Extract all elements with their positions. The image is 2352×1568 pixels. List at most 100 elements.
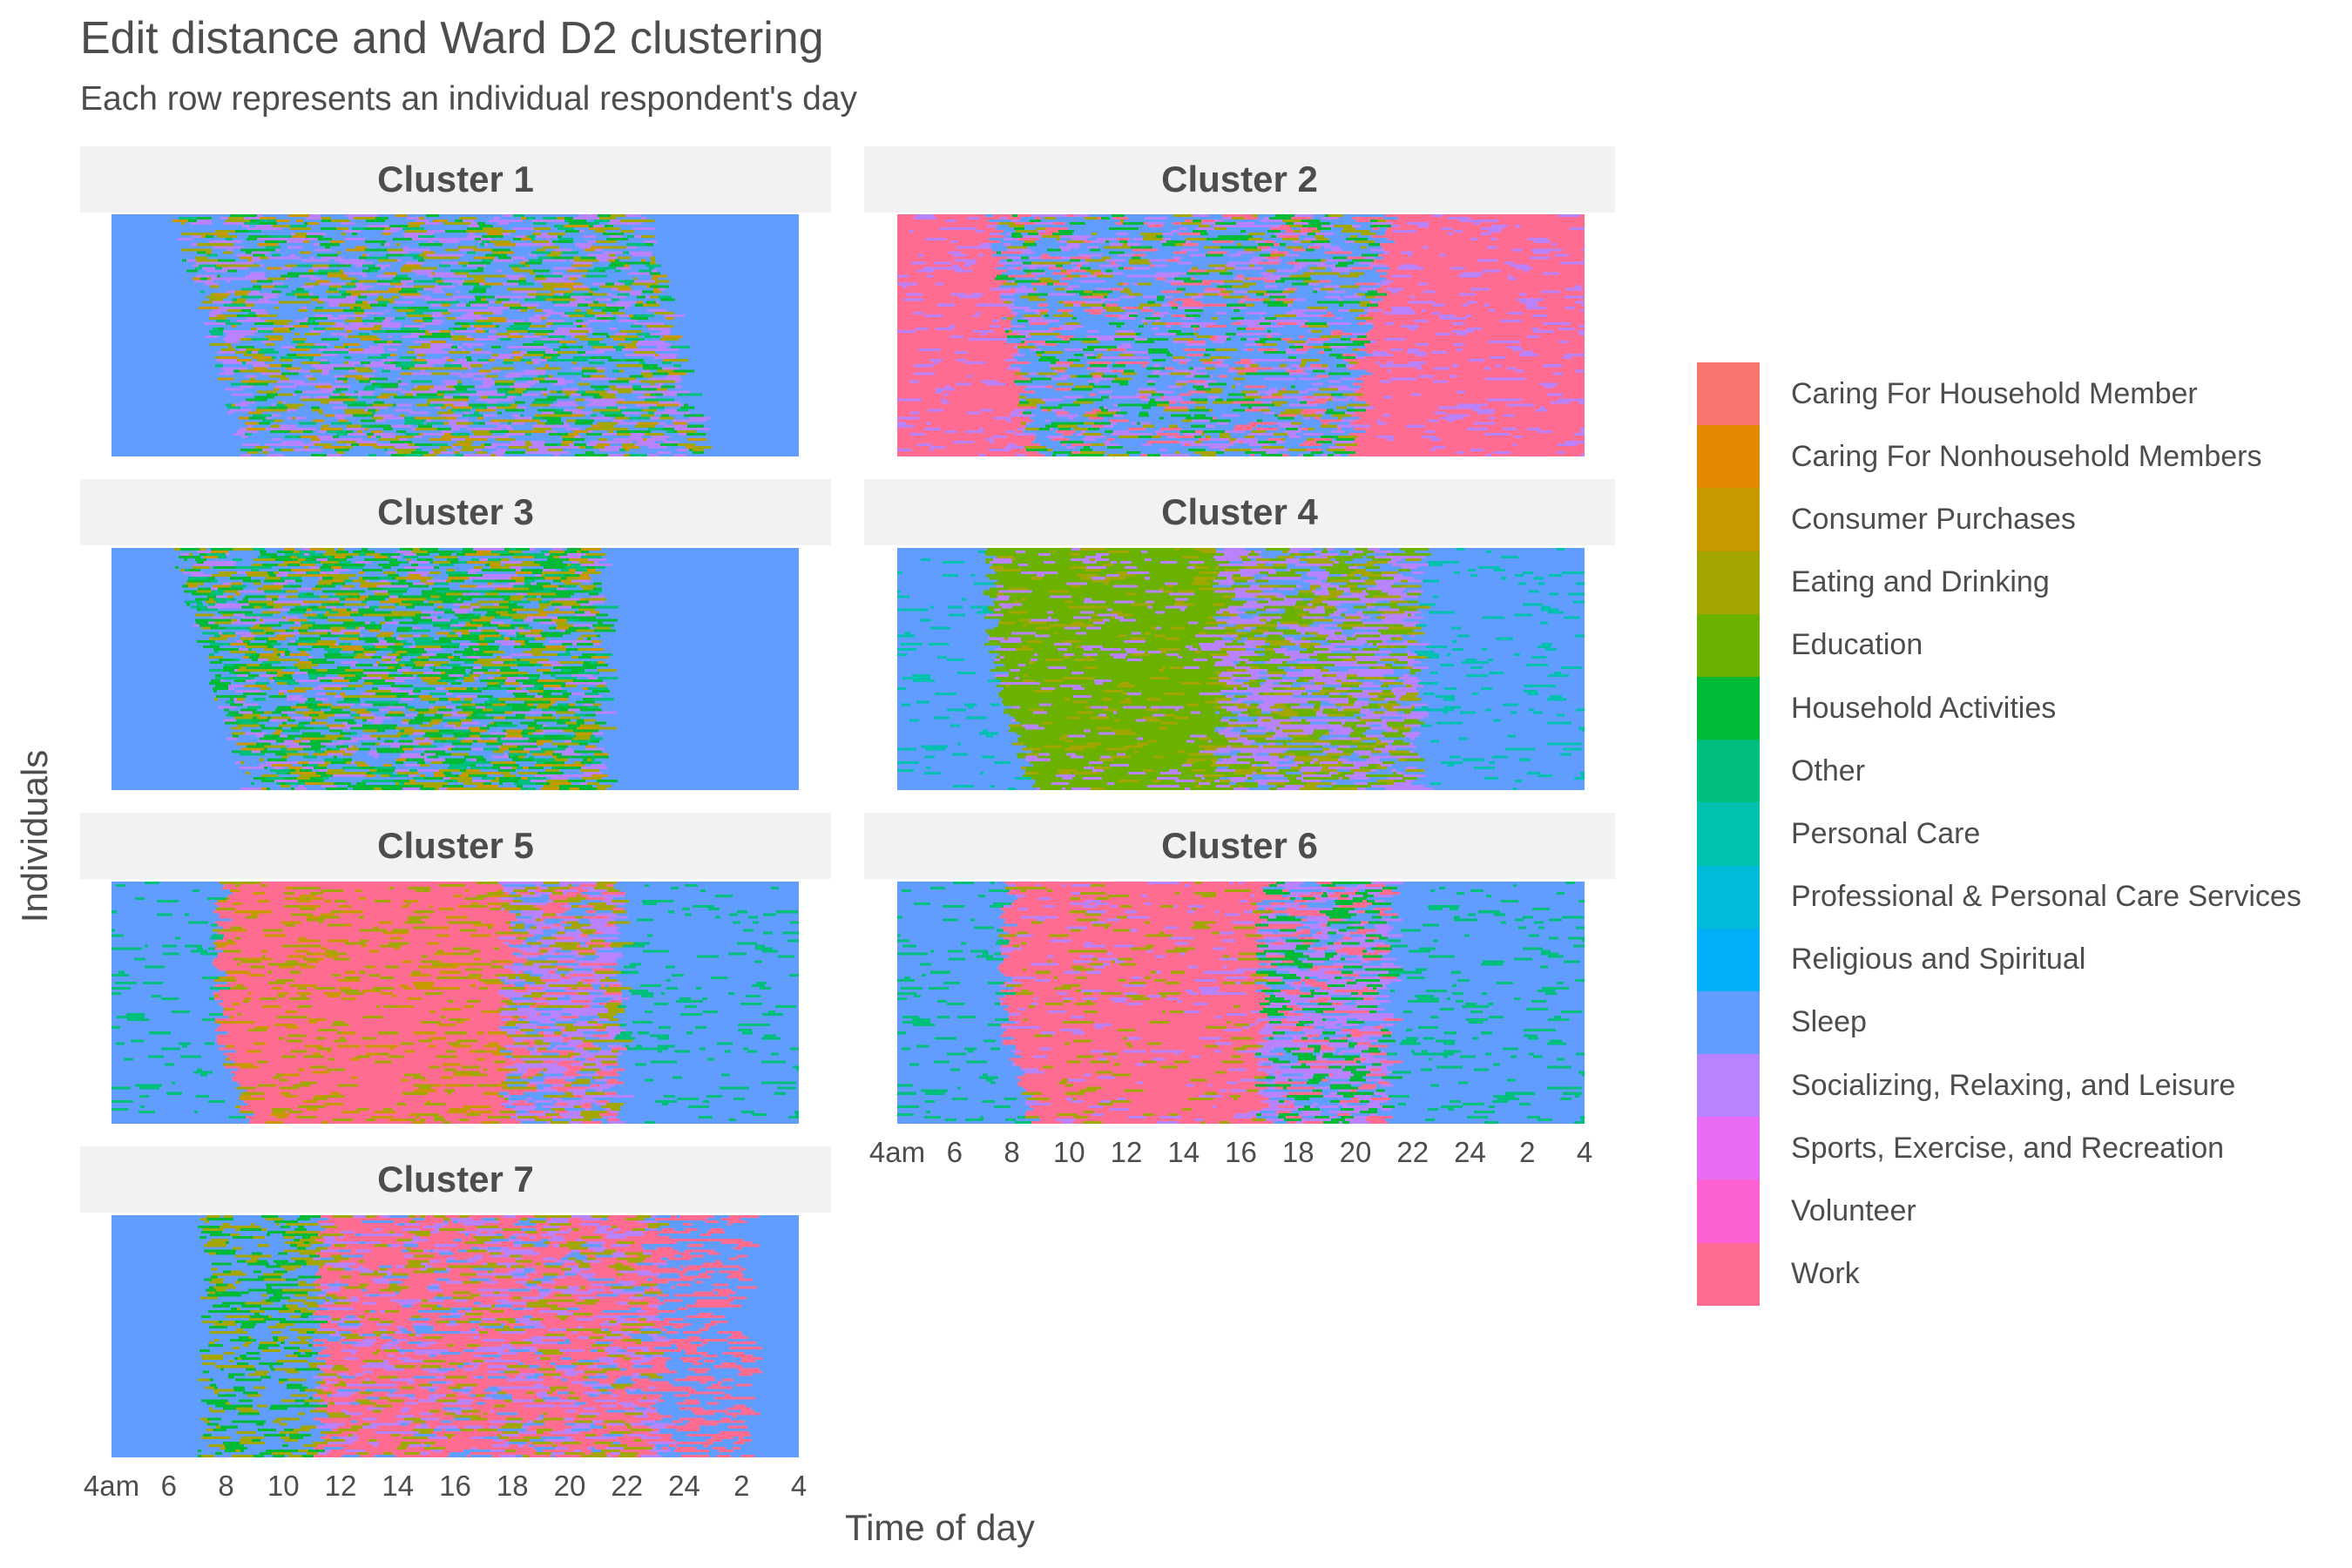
heat-cell — [522, 416, 533, 421]
heat-cell — [772, 222, 792, 226]
heat-cell — [125, 261, 144, 266]
heat-cell — [622, 348, 642, 352]
heat-cell — [195, 341, 200, 344]
heat-cell — [551, 424, 571, 429]
heat-cell — [402, 321, 423, 326]
heat-cell — [346, 338, 362, 341]
heat-cell — [112, 341, 134, 344]
heat-cell — [720, 432, 736, 436]
heat-cell — [759, 319, 775, 323]
heat-cell — [367, 274, 378, 279]
heat-cell — [711, 422, 720, 426]
heat-cell — [139, 348, 154, 352]
heat-cell — [448, 308, 470, 313]
heat-cell — [346, 295, 359, 300]
heat-cell — [738, 343, 749, 347]
heat-cell — [623, 437, 644, 442]
heat-cell — [542, 319, 548, 323]
heat-cell — [515, 437, 528, 442]
heat-cell — [524, 335, 542, 339]
heat-cell — [138, 220, 155, 223]
heat-cell — [797, 314, 799, 318]
heat-cell — [598, 214, 612, 218]
heat-cell — [299, 406, 312, 410]
heat-cell — [641, 235, 655, 239]
heat-cell — [433, 311, 443, 315]
heat-cell — [684, 319, 696, 323]
heat-cell — [474, 448, 483, 452]
heat-cell — [328, 230, 345, 233]
heat-cell — [576, 395, 587, 400]
heat-cell — [332, 443, 348, 447]
heat-cell — [300, 238, 319, 241]
heat-cell — [404, 422, 424, 426]
heat-cell — [497, 329, 508, 334]
heat-cell — [615, 332, 628, 336]
heat-cell — [374, 285, 396, 289]
heat-cell — [211, 332, 224, 336]
heat-cell — [664, 432, 679, 436]
heat-cell — [620, 398, 625, 402]
heat-cell — [778, 388, 799, 392]
heat-cell — [252, 424, 265, 429]
heat-cell — [513, 222, 534, 226]
heat-cell — [666, 375, 680, 378]
heat-cell — [479, 375, 487, 378]
heat-cell — [618, 422, 639, 426]
heat-cell — [570, 259, 575, 262]
heat-cell — [484, 377, 493, 381]
heat-cell — [557, 429, 566, 434]
heat-cell — [625, 448, 631, 452]
heat-cell — [657, 240, 666, 244]
heat-cell — [403, 248, 417, 252]
heat-cell — [673, 248, 690, 252]
heat-cell — [368, 321, 391, 326]
heat-cell — [376, 435, 382, 439]
heat-cell — [340, 243, 360, 247]
heat-cell — [605, 401, 618, 405]
heat-cell — [300, 332, 306, 336]
heat-cell — [207, 272, 223, 276]
heat-cell — [658, 364, 674, 368]
heat-cell — [767, 332, 776, 336]
heat-cell — [761, 259, 777, 262]
heat-cell — [510, 324, 531, 328]
heat-cell — [403, 233, 416, 236]
heat-cell — [497, 332, 510, 336]
heat-cell — [594, 359, 609, 362]
heat-cell — [194, 406, 204, 410]
heat-cell — [794, 332, 799, 336]
heat-cell — [644, 238, 657, 241]
heat-cell — [133, 440, 153, 444]
heat-cell — [625, 338, 645, 341]
heat-cell — [591, 277, 613, 281]
heat-cell — [164, 372, 175, 375]
heat-cell — [273, 332, 295, 336]
heat-cell — [675, 217, 690, 220]
heat-cell — [383, 235, 405, 239]
heat-cell — [605, 388, 612, 392]
heat-cell — [513, 311, 535, 315]
heat-cell — [112, 388, 128, 392]
heat-cell — [183, 335, 194, 339]
heat-cell — [138, 437, 146, 442]
heat-cell — [422, 316, 434, 321]
heat-cell — [489, 220, 508, 223]
heat-cell — [612, 295, 627, 300]
heat-cell — [502, 301, 520, 305]
heat-cell — [352, 393, 374, 397]
heat-cell — [789, 282, 799, 287]
heat-cell — [773, 316, 778, 321]
heat-cell — [675, 380, 682, 383]
heat-cell — [406, 261, 425, 266]
heat-cell — [304, 445, 309, 449]
heat-cell — [564, 217, 574, 220]
heat-cell — [581, 427, 587, 431]
heat-cell — [551, 409, 557, 413]
heat-cell — [206, 432, 221, 436]
heat-cell — [233, 369, 240, 373]
heat-cell — [565, 277, 570, 281]
heat-cell — [532, 240, 544, 244]
heat-cell — [517, 406, 527, 410]
heat-cell — [143, 261, 161, 266]
